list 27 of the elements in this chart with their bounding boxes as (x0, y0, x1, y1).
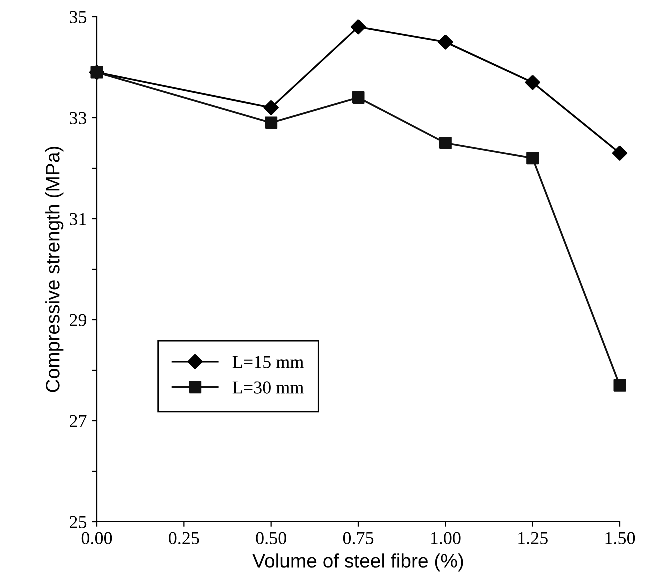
y-tick-label: 25 (70, 516, 87, 528)
x-tick-label: 0.00 (82, 532, 112, 545)
legend-label: L=30 mm (232, 382, 304, 394)
x-tick-label: 1.00 (431, 532, 461, 545)
point (439, 137, 452, 150)
x-tick-label: 0.50 (256, 532, 286, 545)
x-tick-label: 1.25 (518, 532, 548, 545)
y-tick-label: 29 (70, 314, 87, 326)
point (526, 152, 540, 165)
y-tick-label: 31 (70, 213, 86, 226)
point (264, 100, 279, 116)
y-tick-label: 33 (70, 112, 87, 124)
legend-label: L=15 mm (232, 356, 304, 368)
x-tick-label: 1.50 (606, 532, 636, 545)
y-axis-title: Compressive strength (MPa) (46, 146, 64, 392)
point (525, 75, 540, 90)
point (612, 146, 628, 161)
y-tick-label: 35 (70, 11, 87, 24)
point (614, 379, 626, 392)
x-axis-title: Volume of steel fibre (%) (252, 554, 464, 572)
point (352, 92, 365, 104)
point (438, 34, 454, 50)
point (265, 116, 278, 130)
x-tick-label: 0.75 (343, 532, 374, 545)
point (350, 19, 366, 35)
y-tick-label: 27 (70, 415, 87, 428)
x-tick-label: 0.25 (169, 532, 200, 545)
